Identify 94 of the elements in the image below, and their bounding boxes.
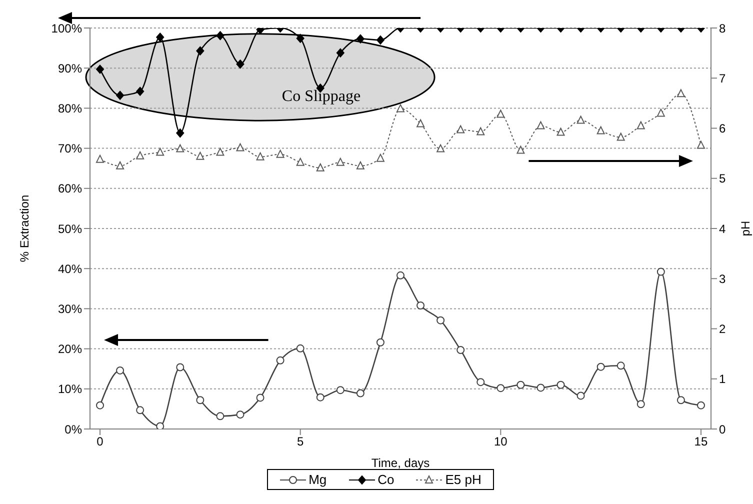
point xyxy=(576,116,585,124)
point xyxy=(336,386,344,394)
point xyxy=(416,119,425,128)
x-tick-label: 5 xyxy=(296,434,304,449)
point xyxy=(316,163,324,172)
point xyxy=(96,154,104,163)
point xyxy=(656,108,665,117)
y-axis-title: % Extraction xyxy=(17,194,32,262)
y-tick-label: 60% xyxy=(58,182,82,196)
point xyxy=(596,126,605,134)
point xyxy=(216,148,224,156)
point xyxy=(156,422,164,429)
point xyxy=(336,158,344,166)
y2-tick-label: 5 xyxy=(719,172,726,186)
point xyxy=(316,393,324,402)
point xyxy=(276,150,284,158)
y2-tick-label: 2 xyxy=(719,322,726,336)
y2-axis-title: pH xyxy=(738,220,752,236)
point xyxy=(176,363,184,372)
point xyxy=(256,152,264,160)
y-tick-label: 80% xyxy=(58,101,82,116)
point xyxy=(176,128,184,138)
point xyxy=(296,344,304,352)
point xyxy=(116,161,124,170)
y2-tick-label: 3 xyxy=(719,272,726,286)
point xyxy=(476,127,485,136)
point xyxy=(376,154,384,162)
point xyxy=(536,121,545,130)
point xyxy=(236,143,244,152)
x-tick-label: 15 xyxy=(694,434,708,449)
y2-tick-label: 7 xyxy=(719,71,726,86)
point xyxy=(456,125,465,134)
point xyxy=(376,338,384,346)
point xyxy=(596,362,605,371)
y2-tick-label: 1 xyxy=(719,372,726,386)
point xyxy=(636,121,645,130)
point xyxy=(156,148,164,156)
point xyxy=(476,378,485,386)
point xyxy=(176,144,184,152)
point xyxy=(636,400,645,408)
y2-tick-label: 0 xyxy=(719,422,726,436)
point xyxy=(116,366,124,374)
y-tick-label: 40% xyxy=(58,262,82,276)
y-tick-label: 20% xyxy=(58,342,82,356)
point xyxy=(196,396,204,404)
point xyxy=(136,151,144,160)
y-tick-label: 10% xyxy=(58,382,82,396)
point xyxy=(576,392,585,400)
point xyxy=(396,271,404,280)
point xyxy=(356,389,364,398)
annotation: Co Slippage xyxy=(282,88,361,106)
y2-tick-label: 8 xyxy=(719,21,726,36)
point xyxy=(536,384,545,392)
y2-tick-label: 6 xyxy=(719,122,726,136)
point xyxy=(236,410,244,419)
x-axis-title: Time, days xyxy=(371,456,430,470)
point xyxy=(656,268,665,276)
x-tick-label: 0 xyxy=(96,434,104,449)
point xyxy=(356,161,364,170)
point xyxy=(296,158,304,166)
point xyxy=(256,394,264,402)
point xyxy=(456,346,465,354)
y-tick-label: 90% xyxy=(58,61,82,76)
x-tick-label: 10 xyxy=(494,434,508,449)
point xyxy=(516,146,525,154)
point xyxy=(676,89,685,98)
y-tick-label: 100% xyxy=(51,21,82,36)
point xyxy=(616,362,625,370)
point xyxy=(696,140,705,149)
point xyxy=(136,406,144,414)
point xyxy=(496,384,505,392)
point xyxy=(96,401,104,410)
legend-label: E5 pH xyxy=(445,472,482,487)
point xyxy=(496,110,505,118)
point xyxy=(216,412,224,420)
point xyxy=(556,380,565,389)
point xyxy=(276,356,284,364)
point xyxy=(416,301,425,310)
legend-label: Co xyxy=(378,472,394,487)
point xyxy=(676,396,685,404)
y2-tick-label: 4 xyxy=(719,222,726,236)
point xyxy=(436,144,445,152)
y-tick-label: 0% xyxy=(64,422,82,436)
y-tick-label: 70% xyxy=(58,142,82,156)
y-tick-label: 30% xyxy=(58,302,82,316)
legend-label: Mg xyxy=(308,472,327,487)
point xyxy=(616,132,625,141)
point xyxy=(696,401,705,410)
point xyxy=(436,316,445,324)
point xyxy=(556,128,565,136)
y-tick-label: 50% xyxy=(58,222,82,236)
point xyxy=(196,152,204,160)
point xyxy=(516,380,525,389)
point xyxy=(396,104,404,112)
